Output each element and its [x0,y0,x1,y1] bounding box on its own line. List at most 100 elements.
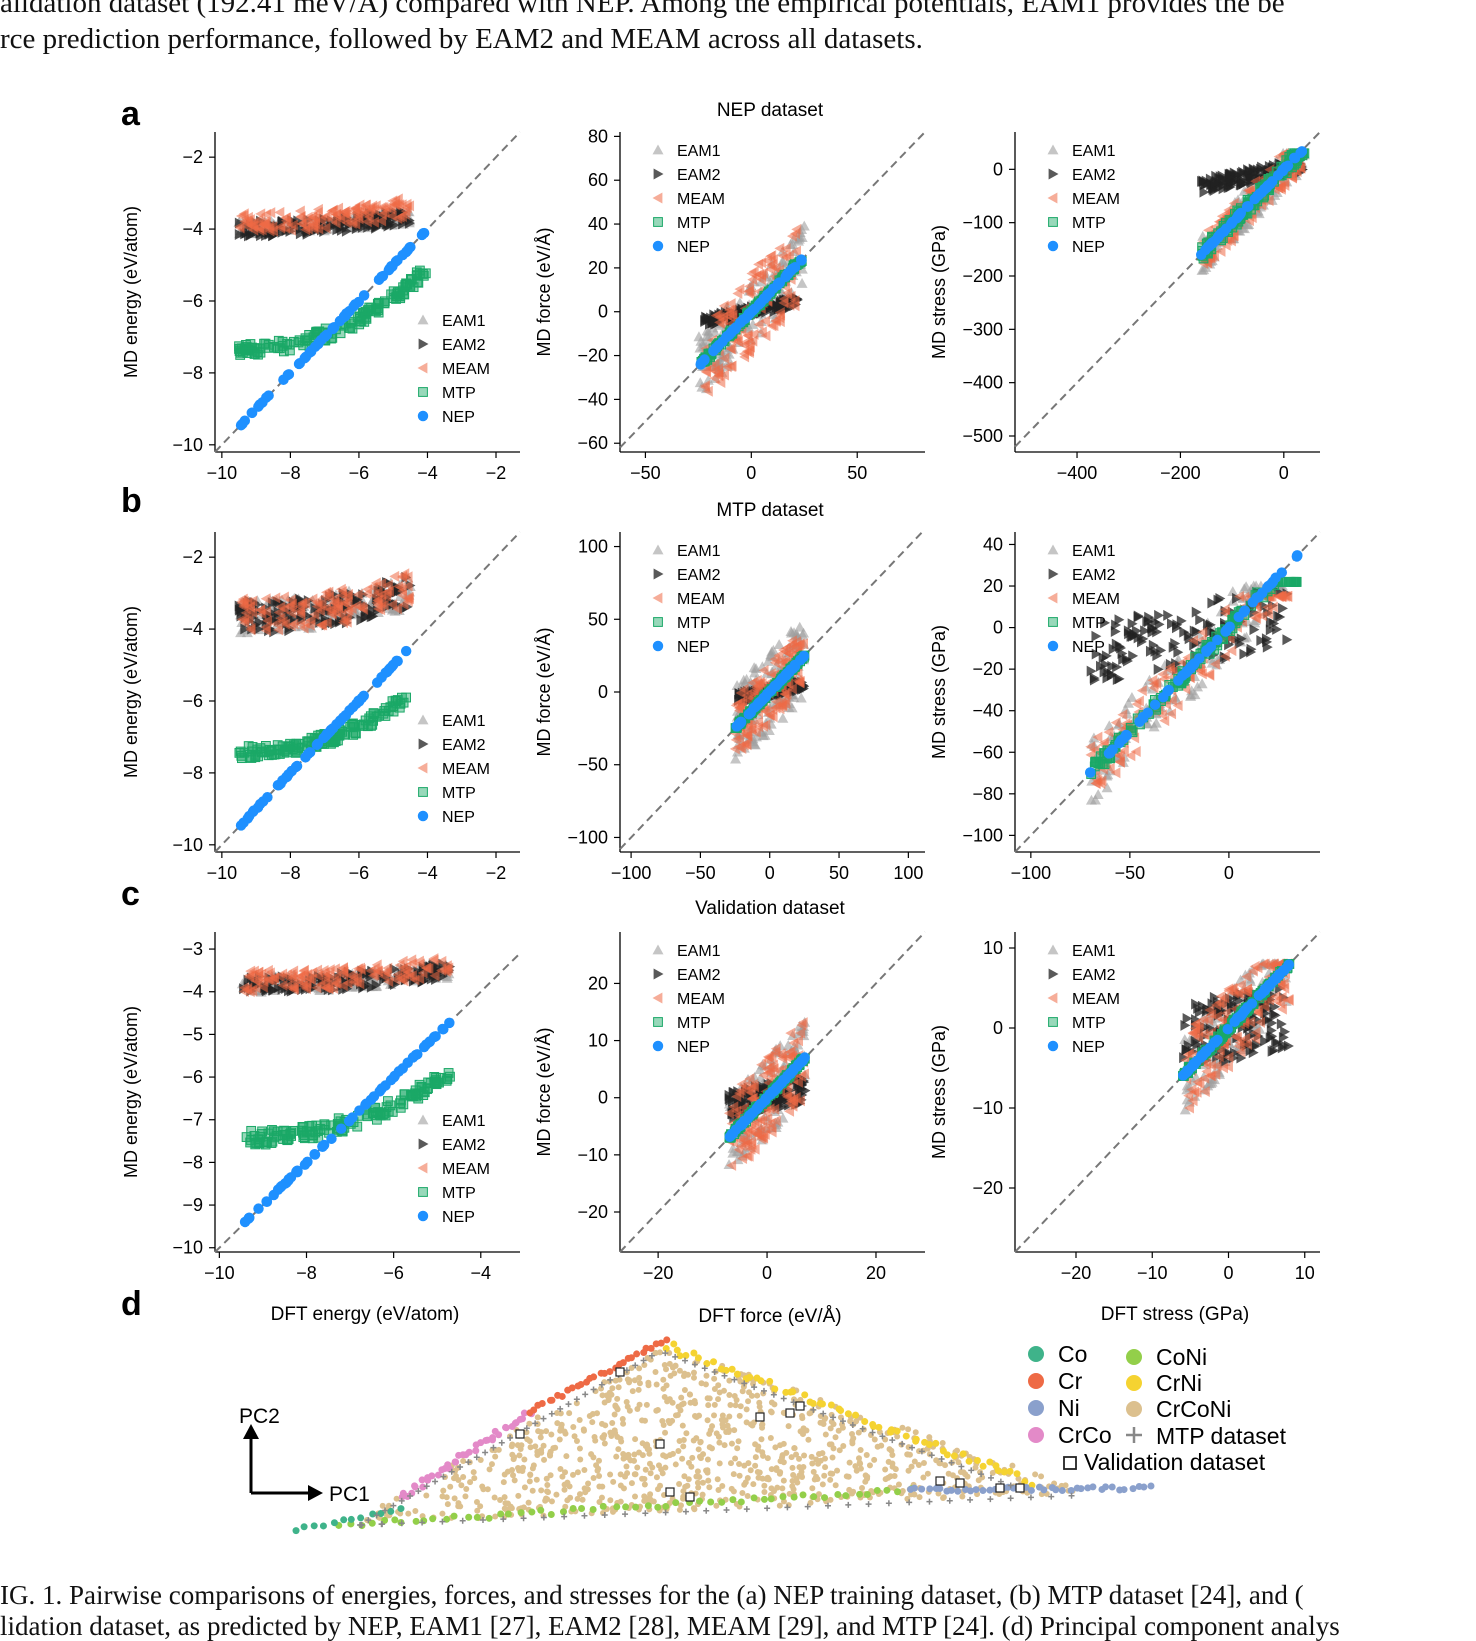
scatter-panels: −10−8−6−4−2−10−8−6−4−2MD energy (eV/atom… [121,126,1320,1283]
x-tick-label: −2 [486,463,507,483]
marker-nep [344,1116,354,1126]
y-tick-label: −300 [962,319,1003,339]
marker-nep [759,293,769,303]
legend-marker-eam1 [1048,145,1059,155]
series-mtp [235,693,410,762]
marker-mtp [247,747,256,756]
legend-label-meam: MEAM [677,191,725,208]
legend-marker-mtp [654,618,663,627]
legend-label-eam2: EAM2 [442,737,486,754]
marker-nep [796,255,806,265]
marker-mtp [419,270,428,279]
marker-nep [385,663,395,673]
x-tick-label: 50 [847,463,867,483]
legend-marker-nep [1048,641,1058,651]
marker-nep [397,250,407,260]
y-tick-label: −2 [182,147,203,167]
x-tick-label: −4 [417,463,438,483]
y-axis-label: MD force (eV/Å) [534,227,554,356]
marker-mtp [300,1131,309,1140]
x-tick-label: −50 [630,463,661,483]
legend-label-nep: NEP [677,239,710,256]
y-tick-label: 80 [588,126,608,146]
y-tick-label: 20 [588,258,608,278]
x-tick-label: −200 [1160,463,1201,483]
y-tick-label: −10 [577,1145,608,1165]
marker-nep [1196,250,1206,260]
y-tick-label: −4 [182,619,203,639]
x-tick-label: 50 [829,863,849,883]
legend-label-nep: NEP [442,409,475,426]
marker-nep [243,1213,253,1223]
legend-label-mtp: MTP [677,215,711,232]
marker-nep [317,1141,327,1151]
y-tick-label: 10 [588,1031,608,1051]
marker-nep [1106,746,1116,756]
marker-nep [392,656,402,666]
marker-mtp [247,1126,256,1135]
y-tick-label: −500 [962,426,1003,446]
x-tick-label: −6 [383,1263,404,1283]
legend-marker-meam [418,363,428,374]
y-tick-label: −8 [182,763,203,783]
y-tick-label: −80 [972,784,1003,804]
marker-mtp [402,280,411,289]
marker-mtp [375,298,384,307]
series-mtp [242,1069,454,1149]
marker-eam2 [1154,610,1164,621]
marker-nep [376,272,386,282]
y-tick-label: 20 [983,576,1003,596]
x-tick-label: 100 [893,863,923,883]
legend-marker-eam1 [418,315,429,325]
marker-nep [348,702,358,712]
y-tick-label: −60 [577,433,608,453]
marker-nep [788,663,798,673]
marker-nep [1262,582,1272,592]
marker-mtp [291,746,300,755]
x-tick-label: −50 [1115,863,1146,883]
x-tick-label: −20 [643,1263,674,1283]
marker-mtp [446,1072,455,1081]
legend-label-eam1: EAM1 [677,543,721,560]
y-tick-label: −9 [182,1195,203,1215]
marker-meam [274,207,284,218]
legend-label-meam: MEAM [442,361,490,378]
series-nep [1085,550,1302,778]
legend-marker-eam2 [419,739,429,750]
marker-nep [1188,659,1198,669]
marker-nep [401,646,411,656]
marker-mtp [375,711,384,720]
y-axis-label: MD energy (eV/atom) [121,1006,141,1178]
legend-marker-nep [418,411,428,421]
panel-a-energy: −10−8−6−4−2−10−8−6−4−2MD energy (eV/atom… [121,132,520,483]
marker-nep [1150,700,1160,710]
marker-nep [306,345,316,355]
marker-nep [253,1203,263,1213]
marker-nep [1085,767,1095,777]
legend-marker-mtp [419,788,428,797]
y-tick-label: 60 [588,170,608,190]
marker-mtp [261,742,270,751]
legend-label-nep: NEP [442,1209,475,1226]
x-tick-label: −6 [349,863,370,883]
legend-label-eam2: EAM2 [442,337,486,354]
legend-label-mtp: MTP [442,785,476,802]
marker-nep [277,775,287,785]
y-tick-label: −6 [182,691,203,711]
legend-label-meam: MEAM [442,1161,490,1178]
y-tick-label: 100 [578,537,608,557]
marker-mtp [400,1090,409,1099]
legend-marker-nep [653,241,663,251]
y-tick-label: 0 [598,1088,608,1108]
y-tick-label: 20 [588,973,608,993]
y-tick-label: 0 [598,682,608,702]
marker-mtp [235,344,244,353]
marker-nep [340,710,350,720]
legend-marker-mtp [419,388,428,397]
marker-mtp [420,1088,429,1097]
marker-nep [772,280,782,290]
